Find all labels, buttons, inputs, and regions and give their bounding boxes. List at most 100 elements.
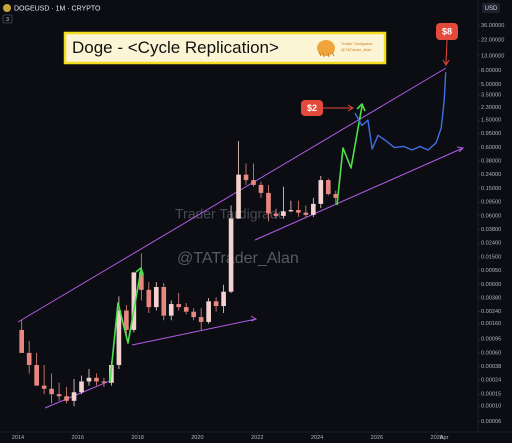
symbol-label: DOGEUSD · 1M · CRYPTO <box>14 5 101 12</box>
candle <box>251 163 256 187</box>
candle <box>71 378 77 407</box>
candle <box>131 272 137 333</box>
y-tick-label: 0.00015 <box>481 392 501 398</box>
candle <box>176 292 182 311</box>
lower-channel <box>44 379 113 409</box>
y-tick-label: 0.00160 <box>481 321 501 327</box>
lower-channel <box>131 318 257 346</box>
logo <box>317 40 335 58</box>
candle-body <box>213 301 219 307</box>
candle-body <box>168 304 174 316</box>
candle <box>243 163 249 185</box>
candle <box>228 205 234 293</box>
y-tick-label: 0.00600 <box>481 282 501 288</box>
price-callout: $8 <box>442 26 452 36</box>
candle <box>325 178 331 196</box>
candle-body <box>161 287 167 316</box>
candle-body <box>26 352 32 365</box>
candle <box>303 205 309 218</box>
logo-text: @TATrader_Alan <box>341 47 371 52</box>
candle <box>34 352 39 386</box>
candle-body <box>94 377 99 382</box>
x-tick-label: 2022 <box>251 435 263 441</box>
candle-body <box>71 392 77 401</box>
currency: USD <box>485 6 498 12</box>
y-tick-label: 0.01500 <box>481 255 501 261</box>
y-tick-label: 13.00000 <box>481 53 504 59</box>
candle-body <box>303 212 309 215</box>
candle <box>41 364 47 395</box>
x-tick-label: 2020 <box>191 435 203 441</box>
lower-channel <box>254 147 464 241</box>
candle-body <box>146 289 152 308</box>
candle-body <box>56 394 62 397</box>
candle-body <box>34 364 39 386</box>
candle-body <box>86 377 92 382</box>
y-tick-label: 0.00010 <box>481 404 501 410</box>
currency-box <box>482 3 500 13</box>
candle <box>281 186 286 219</box>
candle <box>206 298 211 324</box>
logo-legs <box>318 51 335 58</box>
candle-body <box>325 180 331 195</box>
candle-body <box>296 210 301 213</box>
candle-body <box>101 381 107 383</box>
x-tick-label: 2016 <box>72 435 84 441</box>
candle-body <box>266 192 271 214</box>
projection-line <box>354 72 447 151</box>
candle <box>161 282 167 321</box>
y-tick-label: 0.00038 <box>481 364 501 370</box>
candle <box>213 297 219 312</box>
callout-arrow <box>442 39 450 66</box>
y-tick-label: 0.00380 <box>481 295 501 301</box>
callout-box <box>301 100 323 116</box>
interval-badge: 3 <box>6 17 9 23</box>
candle-body <box>288 210 294 212</box>
cycle-arrow-path <box>109 269 142 383</box>
callout-arrow <box>323 104 354 112</box>
y-tick-label: 22.00000 <box>481 38 504 44</box>
candle-body <box>206 301 211 322</box>
watermark: @TATrader_Alan <box>177 250 299 267</box>
y-tick-label: 0.00950 <box>481 268 501 274</box>
y-tick-label: 0.00060 <box>481 350 501 356</box>
y-tick-label: 1.50000 <box>481 118 501 124</box>
candle <box>311 197 316 217</box>
candle-body <box>333 194 339 198</box>
y-tick-label: 0.03800 <box>481 227 501 233</box>
x-tick-label: 2028 <box>430 435 442 441</box>
y-tick-label: 36.00000 <box>481 23 504 29</box>
candle <box>296 200 301 217</box>
candle-body <box>79 381 84 393</box>
candle <box>19 320 25 353</box>
x-tick-label: 2026 <box>371 435 383 441</box>
logo-mark <box>317 40 335 56</box>
y-tick-label: 0.00024 <box>481 378 501 384</box>
candle <box>101 377 107 388</box>
watermark: Trader Tardigrade <box>175 206 286 222</box>
y-tick-label: 8.00000 <box>481 68 501 74</box>
candle <box>168 300 174 321</box>
candle <box>124 305 129 335</box>
y-tick-label: 0.09500 <box>481 200 501 206</box>
candle <box>183 303 189 315</box>
candle-body <box>191 311 197 318</box>
candle-body <box>139 272 144 290</box>
x-tick-label: 2018 <box>131 435 143 441</box>
y-tick-label: 0.60000 <box>481 145 501 151</box>
candle-body <box>153 287 159 308</box>
candle <box>273 209 279 219</box>
y-tick-label: 5.00000 <box>481 82 501 88</box>
y-tick-label: 0.38000 <box>481 158 501 164</box>
candle <box>56 382 62 401</box>
y-tick-label: 0.24000 <box>481 172 501 178</box>
candle <box>266 184 271 222</box>
y-tick-label: 3.50000 <box>481 92 501 98</box>
candle-body <box>236 174 241 219</box>
candle-body <box>49 388 54 395</box>
candle <box>146 282 152 313</box>
arrow-head <box>135 267 144 276</box>
candle-body <box>131 272 137 330</box>
cycle-arrow-path <box>336 105 363 206</box>
